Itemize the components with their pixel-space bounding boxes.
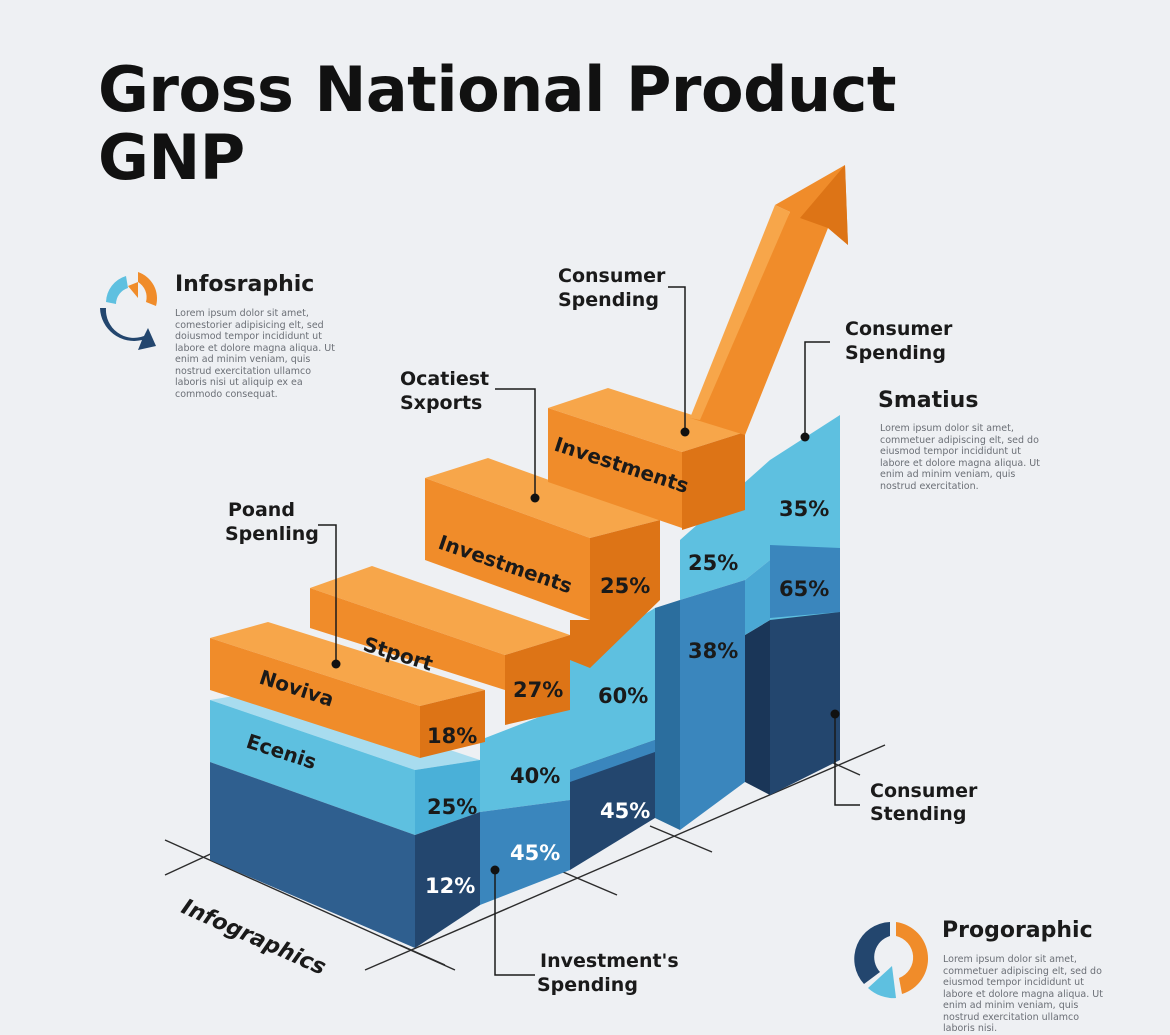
callout-invest-spending-l2: Spending: [537, 974, 638, 996]
callout-ocatiest-l2: Sxports: [400, 392, 482, 414]
callout-invest-spending-l1: Investment's: [540, 950, 679, 972]
orange-step-4: [548, 388, 745, 530]
column-5: [745, 415, 840, 795]
callout-stending-l1: Consumer: [870, 780, 978, 802]
axis-lines: [164, 744, 886, 971]
column-2: [480, 705, 570, 905]
orange-step-1: [210, 622, 485, 758]
value-col3-orange: 25%: [600, 574, 650, 598]
orange-step-2: [310, 566, 570, 725]
value-col4-mid: 38%: [688, 639, 738, 663]
callout-dots: [331, 427, 840, 875]
value-col1-orange: 18%: [427, 724, 477, 748]
value-col2-light: 40%: [510, 764, 560, 788]
value-col2-dark: 45%: [510, 841, 560, 865]
growth-arrow: [690, 165, 848, 435]
left-info-body: Lorem ipsum dolor sit amet, comestorier …: [175, 308, 335, 400]
page-title: Gross National Product GNP: [98, 53, 897, 194]
value-col2-orange: 27%: [513, 678, 563, 702]
value-col3-dark: 45%: [600, 799, 650, 823]
value-col1-light: 25%: [427, 795, 477, 819]
callout-consumer-top-l2: Spending: [558, 289, 659, 311]
value-col1-dark: 12%: [425, 874, 475, 898]
value-col3-light: 60%: [598, 684, 648, 708]
value-col4-light: 25%: [688, 551, 738, 575]
right-info-heading: Smatius: [878, 388, 979, 413]
axis-label: Infographics: [178, 895, 330, 981]
callout-stending-l2: Stending: [870, 803, 966, 825]
callout-poand-l2: Spenling: [225, 523, 319, 545]
callout-poand-l1: Poand: [228, 499, 295, 521]
bottom-info-heading: Progoraphic: [942, 918, 1093, 943]
value-col5-light: 35%: [779, 497, 829, 521]
callout-consumer-top-l1: Consumer: [558, 265, 666, 287]
left-info-heading: Infosraphic: [175, 272, 315, 297]
title-line-1: Gross National Product: [98, 53, 897, 126]
pie-icon: [854, 922, 929, 999]
callout-ocatiest-l1: Ocatiest: [400, 368, 489, 390]
callout-consumer-right-l1: Consumer: [845, 318, 953, 340]
orange-step-3: [425, 458, 660, 668]
callout-consumer-right-l2: Spending: [845, 342, 946, 364]
callout-lines: [318, 286, 860, 976]
bottom-info-body: Lorem ipsum dolor sit amet, commetuer ad…: [943, 954, 1103, 1034]
right-info-body: Lorem ipsum dolor sit amet, commetuer ad…: [880, 423, 1040, 492]
value-col5-mid: 65%: [779, 577, 829, 601]
cycle-icon: [100, 272, 158, 350]
column-4: [655, 460, 770, 830]
title-line-2: GNP: [98, 121, 245, 194]
